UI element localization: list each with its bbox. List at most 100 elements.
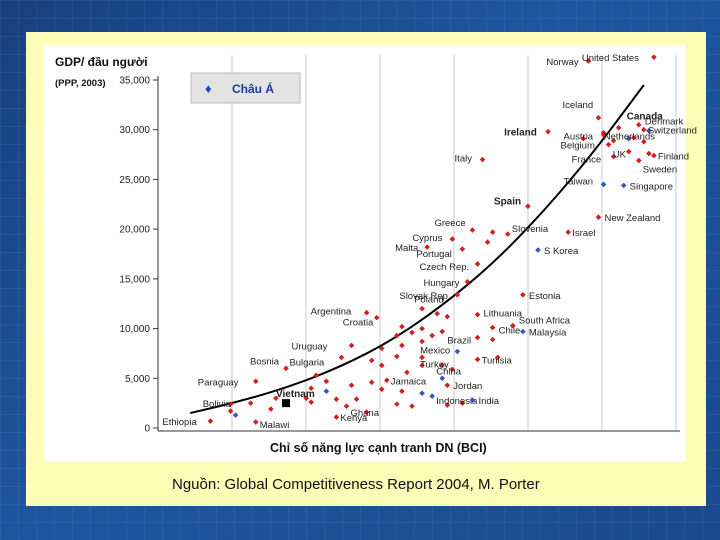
- point-label-slovenia: Slovenia: [512, 224, 549, 235]
- data-point: [625, 135, 632, 142]
- point-argentina: [363, 309, 370, 316]
- point-label-brazil: Brazil: [447, 335, 471, 346]
- point-label-indonesia: Indonesia: [436, 396, 478, 407]
- labeled-points: Norway United States Iceland Canada Ireland A…: [162, 53, 697, 431]
- data-point: [444, 402, 451, 408]
- point-label-lithuania: Lithuania: [484, 309, 523, 320]
- data-point: [494, 354, 501, 361]
- point-label-malaysia: Malaysia: [529, 328, 567, 339]
- point-turkey: [419, 354, 425, 361]
- point-label-malawi: Malawi: [260, 420, 290, 431]
- point-chile: [489, 324, 496, 331]
- point-austria: [600, 131, 607, 138]
- data-point: [308, 399, 314, 405]
- point-tunisia: [474, 356, 481, 363]
- data-point: [419, 390, 425, 396]
- point-label-uk: UK: [613, 150, 627, 161]
- y-tick-label: 10,000: [119, 324, 150, 335]
- data-point: [449, 366, 456, 373]
- point-label-bosnia: Bosnia: [250, 356, 280, 367]
- point-label-s-korea: S Korea: [544, 246, 579, 257]
- y-tick-label: 5,000: [125, 374, 150, 385]
- y-tick-label: 35,000: [119, 76, 150, 87]
- data-point: [439, 362, 446, 369]
- data-point: [474, 334, 481, 341]
- data-point: [394, 332, 400, 339]
- point-label-spain: Spain: [494, 196, 521, 207]
- point-label-vietnam: Vietnam: [276, 389, 315, 400]
- point-label-singapore: Singapore: [630, 181, 673, 192]
- data-point: [333, 396, 340, 402]
- point-label-canada: Canada: [627, 112, 664, 123]
- point-israel: [565, 229, 572, 235]
- point-hungary: [464, 279, 471, 285]
- point-finland: [651, 152, 657, 159]
- point-taiwan: [600, 181, 607, 188]
- data-point: [303, 395, 309, 401]
- data-point: [227, 401, 234, 407]
- point-iceland: [595, 114, 602, 121]
- data-point: [444, 313, 451, 320]
- point-spain: [525, 203, 531, 210]
- point-ethiopia: [207, 418, 214, 424]
- point-bosnia: [283, 365, 289, 372]
- point-uk: [625, 148, 632, 155]
- point-united-states: [651, 54, 657, 60]
- y-axis-ticks: 0 5,000 10,000 15,000 20,000 25,000 30,000 35,0…: [119, 76, 158, 435]
- x-axis-title: Chỉ số năng lực cạnh tranh DN (BCI): [270, 441, 487, 455]
- source-note: Nguồn: Global Competitiveness Report 200…: [172, 476, 540, 493]
- point-estonia: [520, 291, 526, 298]
- point-kenya: [333, 414, 340, 420]
- point-switzerland: [641, 126, 647, 133]
- point-italy: [479, 156, 486, 163]
- unlabeled-points: [227, 127, 652, 418]
- point-label-tunisia: Tunisia: [482, 355, 513, 366]
- data-point: [409, 329, 415, 336]
- point-south-africa: [510, 322, 516, 329]
- point-malta: [424, 244, 430, 250]
- legend-label: Châu Á: [232, 81, 274, 96]
- point-label-bulgaria: Bulgaria: [289, 357, 325, 368]
- point-poland: [419, 305, 425, 312]
- point-mexico: [419, 338, 425, 345]
- data-point: [348, 382, 355, 389]
- point-label-taiwan: Taiwan: [564, 176, 594, 187]
- point-slovak-rep-: [454, 291, 461, 298]
- point-label-sweden: Sweden: [643, 165, 677, 176]
- point-label-ethiopia: Ethiopia: [162, 417, 197, 428]
- data-point: [378, 345, 385, 352]
- point-label-greece: Greece: [434, 218, 465, 229]
- data-point: [399, 342, 405, 349]
- point-bolivia: [247, 400, 254, 406]
- point-new-zealand: [595, 214, 602, 221]
- point-label-chile: Chile: [499, 326, 521, 337]
- point-label-poland: Poland: [414, 295, 444, 306]
- point-label-belgium: Belgium: [561, 141, 595, 152]
- point-label-china: China: [436, 366, 462, 377]
- point-canada: [615, 124, 622, 131]
- point-label-turkey: Turkey: [420, 359, 449, 370]
- data-point: [308, 385, 314, 392]
- data-point: [404, 369, 410, 376]
- point-label-finland: Finland: [658, 152, 689, 163]
- point-croatia: [373, 314, 380, 321]
- point-label-france: France: [572, 155, 602, 166]
- point-label-south-africa: South Africa: [519, 316, 571, 327]
- data-point: [273, 395, 279, 401]
- point-norway: [585, 58, 592, 64]
- point-malaysia: [520, 328, 526, 335]
- data-point: [399, 388, 405, 395]
- data-point: [419, 362, 425, 369]
- point-label-croatia: Croatia: [343, 318, 374, 329]
- point-bulgaria: [338, 354, 345, 361]
- point-netherlands: [630, 134, 637, 141]
- y-tick-label: 30,000: [119, 125, 150, 136]
- point-label-czech-rep-: Czech Rep.: [420, 262, 470, 273]
- point-s-korea: [535, 247, 541, 253]
- point-label-switzerland: Switzerland: [648, 126, 697, 137]
- point-label-cyprus: Cyprus: [412, 233, 442, 244]
- legend-marker: ♦: [205, 81, 212, 96]
- data-point: [323, 388, 330, 395]
- data-point: [610, 137, 617, 144]
